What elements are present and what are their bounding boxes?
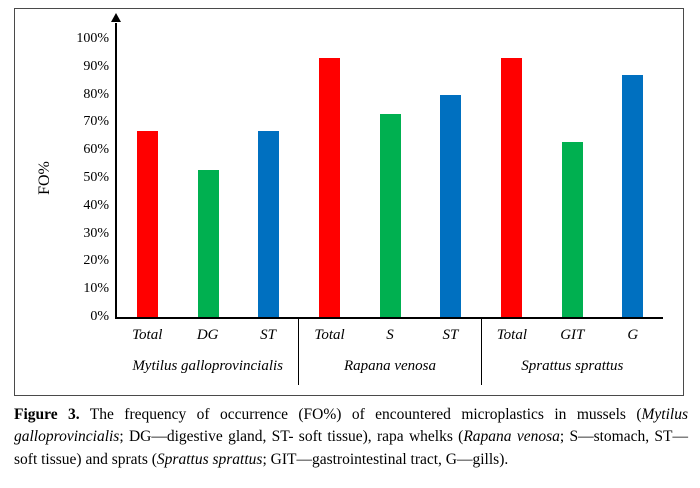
- y-tick-label: 80%: [83, 86, 109, 102]
- bar-groups: [117, 39, 663, 317]
- axis-label-group: Total DG ST Mytilus galloprovincialis: [117, 319, 300, 385]
- bar-group: [481, 39, 663, 317]
- bar-slot: [178, 39, 239, 317]
- y-tick-label: 0%: [90, 309, 109, 324]
- bar-git: [561, 141, 583, 317]
- category-label: S: [386, 326, 394, 343]
- bar-slot: [602, 39, 663, 317]
- category-label: G: [627, 326, 639, 343]
- bar-slot: [299, 39, 360, 317]
- category-label: ST: [260, 326, 277, 343]
- category-label-row: Total S ST: [299, 319, 480, 351]
- axis-label-group: Total S ST Rapana venosa: [299, 319, 482, 385]
- y-tick-label: 20%: [83, 253, 109, 269]
- y-tick-label: 90%: [83, 58, 109, 74]
- y-tick-label: 30%: [83, 225, 109, 241]
- caption-text: ; S—stomach, ST—soft tissue) and sprats …: [14, 428, 689, 468]
- caption-text: The frequency of occurrence (FO%) of enc…: [79, 406, 642, 423]
- plot-area: [111, 13, 663, 319]
- bar-total: [318, 58, 340, 317]
- bar-group: [117, 39, 299, 317]
- y-tick-label: 70%: [83, 114, 109, 130]
- category-label: DG: [196, 326, 219, 343]
- y-tick-label: 100%: [76, 31, 109, 46]
- y-axis-arrow-icon: [111, 13, 121, 22]
- category-label-row: Total DG ST: [117, 319, 298, 351]
- bar-total: [500, 58, 522, 317]
- x-axis-line: [115, 317, 663, 319]
- y-tick-label: 60%: [83, 142, 109, 158]
- bar-slot: [238, 39, 299, 317]
- bar-total: [136, 130, 158, 317]
- bar-slot: [542, 39, 603, 317]
- y-axis-tick-labels: 0% 10% 20% 30% 40% 50% 60% 70% 80% 90% 100%: [15, 31, 109, 324]
- caption-figure-label: Figure 3.: [14, 406, 80, 423]
- bar-slot: [117, 39, 178, 317]
- y-tick-label: 10%: [83, 281, 109, 297]
- caption-species-name: Rapana venosa: [463, 428, 560, 446]
- figure-caption: Figure 3. The frequency of occurrence (F…: [14, 404, 688, 471]
- axis-label-group: Total GIT G Sprattus sprattus: [482, 319, 663, 385]
- bar-st: [440, 94, 462, 317]
- bar-slot: [481, 39, 542, 317]
- caption-text: ; GIT—gastrointestinal tract, G—gills).: [262, 450, 509, 468]
- group-label: Mytilus galloprovincialis: [132, 357, 283, 374]
- caption-species-name: Mytilus galloprovincialis: [14, 406, 688, 446]
- category-label: Total: [132, 326, 163, 343]
- category-label: Total: [314, 326, 345, 343]
- bar-dg: [197, 169, 219, 317]
- bar-slot: [420, 39, 481, 317]
- x-axis-labels: Total DG ST Mytilus galloprovincialis Total S…: [117, 319, 663, 385]
- category-label: GIT: [560, 326, 585, 343]
- caption-text: ; DG—digestive gland, ST- soft tissue), …: [119, 428, 464, 446]
- category-label: Total: [496, 326, 528, 343]
- caption-species-name: Sprattus sprattus: [156, 450, 263, 468]
- bar-g: [622, 75, 644, 317]
- bar-s: [379, 114, 401, 317]
- bar-group: [299, 39, 481, 317]
- bar-st: [258, 130, 280, 317]
- y-tick-label: 40%: [83, 197, 109, 213]
- category-label-row: Total GIT G: [482, 319, 663, 351]
- bar-chart: FO% 0% 10% 20% 30% 40% 50% 60% 70% 80% 90% 100% To…: [14, 8, 684, 396]
- bar-slot: [360, 39, 421, 317]
- group-label: Sprattus sprattus: [521, 357, 624, 374]
- y-axis-line: [115, 23, 117, 319]
- y-tick-label: 50%: [83, 170, 109, 185]
- category-label: ST: [442, 326, 459, 343]
- group-label: Rapana venosa: [343, 357, 437, 374]
